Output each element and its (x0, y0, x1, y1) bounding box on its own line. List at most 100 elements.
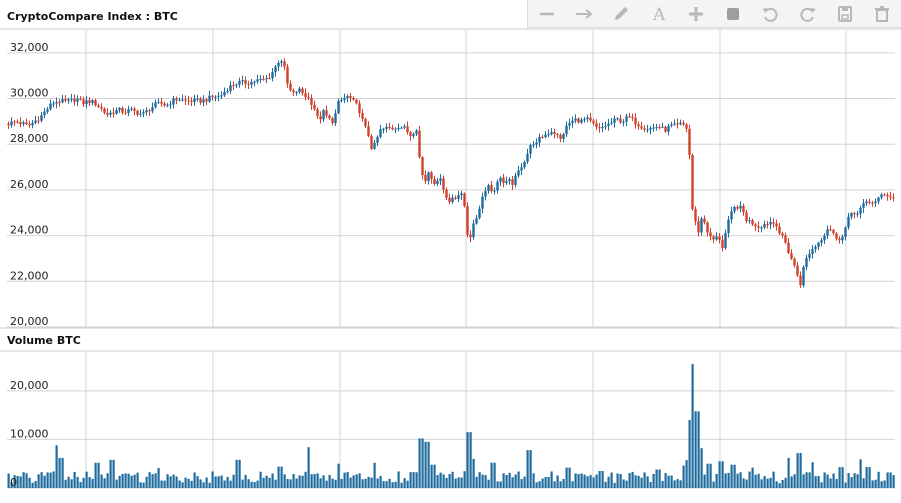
arrow-right-icon[interactable] (572, 3, 596, 25)
volume-bar (220, 475, 223, 488)
volume-bar (475, 476, 478, 488)
volume-bar (412, 472, 415, 488)
volume-bar (265, 475, 268, 488)
candle-body (166, 104, 169, 106)
candle-body (22, 122, 25, 125)
undo-icon[interactable] (758, 3, 782, 25)
candle-body (400, 127, 403, 129)
volume-bar (469, 432, 472, 488)
volume-bar (541, 478, 544, 488)
candle-body (445, 189, 448, 198)
candle-body (307, 96, 310, 99)
candle-body (865, 201, 868, 204)
trash-icon[interactable] (870, 3, 894, 25)
price-tick-label: 26,000 (10, 178, 49, 191)
volume-bar (643, 472, 646, 488)
minus-icon[interactable] (535, 3, 559, 25)
volume-bar (631, 471, 634, 488)
candle-body (568, 123, 571, 126)
candle-body (814, 246, 817, 250)
save-icon[interactable] (833, 3, 857, 25)
candle-body (616, 118, 619, 120)
volume-bar (724, 473, 727, 488)
volume-bar (520, 479, 523, 488)
volume-bar (163, 480, 166, 488)
volume-bar (652, 474, 655, 488)
volume-bar (133, 474, 136, 488)
candle-body (520, 167, 523, 171)
redo-icon[interactable] (796, 3, 820, 25)
candle-body (52, 103, 55, 105)
volume-bar (394, 481, 397, 488)
candle-body (397, 128, 400, 130)
volume-bar (637, 475, 640, 488)
candle-body (70, 98, 73, 100)
volume-bar (172, 474, 175, 488)
candle-body (139, 113, 142, 115)
volume-bar (436, 475, 439, 488)
volume-bar (796, 453, 799, 488)
candle-body (640, 126, 643, 129)
candle-body (181, 99, 184, 101)
candle-body (142, 112, 145, 114)
volume-bar (139, 482, 142, 488)
volume-bar (448, 474, 451, 488)
candle-body (541, 136, 544, 138)
candle-body (820, 240, 823, 243)
volume-bar (70, 479, 73, 488)
volume-bar (235, 459, 238, 488)
volume-bar (451, 471, 454, 488)
candle-body (724, 232, 727, 249)
candle-body (421, 157, 424, 175)
volume-bar (490, 462, 493, 488)
volume-bar (625, 480, 628, 488)
candle-body (46, 109, 49, 112)
candle-body (418, 130, 421, 158)
volume-bar (196, 476, 199, 488)
volume-bar (832, 473, 835, 488)
candle-body (634, 117, 637, 125)
square-icon[interactable] (721, 3, 745, 25)
volume-bar (574, 473, 577, 488)
candle-body (874, 201, 877, 204)
volume-bar (148, 472, 151, 488)
candle-body (475, 218, 478, 224)
volume-bar (463, 471, 466, 488)
candle-body (811, 249, 814, 254)
volume-bar (514, 474, 517, 488)
volume-bar (166, 474, 169, 488)
candle-body (739, 205, 742, 209)
candle-body (109, 112, 112, 115)
volume-bar (802, 474, 805, 488)
volume-bar (253, 482, 256, 488)
volume-bar (328, 475, 331, 488)
volume-bar (151, 474, 154, 488)
volume-bar (379, 476, 382, 488)
candle-body (853, 213, 856, 215)
candle-body (733, 207, 736, 212)
candle-body (412, 134, 415, 137)
volume-bar (538, 481, 541, 488)
volume-bar (661, 481, 664, 488)
candle-body (121, 108, 124, 113)
candle-body (253, 81, 256, 83)
volume-bar (634, 475, 637, 488)
volume-bar (304, 471, 307, 488)
candle-body (736, 207, 739, 209)
candle-body (847, 216, 850, 228)
candle-body (823, 235, 826, 241)
candle-body (208, 95, 211, 102)
text-icon[interactable]: A (647, 3, 671, 25)
volume-bar (46, 472, 49, 488)
volume-bar (112, 459, 115, 488)
volume-bar (871, 480, 874, 488)
candle-body (619, 118, 622, 123)
plus-icon[interactable] (684, 3, 708, 25)
candle-body (805, 257, 808, 267)
candle-body (700, 218, 703, 233)
volume-bar (106, 473, 109, 488)
pencil-icon[interactable] (609, 3, 633, 25)
volume-bar (787, 457, 790, 488)
volume-bar (553, 481, 556, 488)
volume-bar (889, 472, 892, 488)
